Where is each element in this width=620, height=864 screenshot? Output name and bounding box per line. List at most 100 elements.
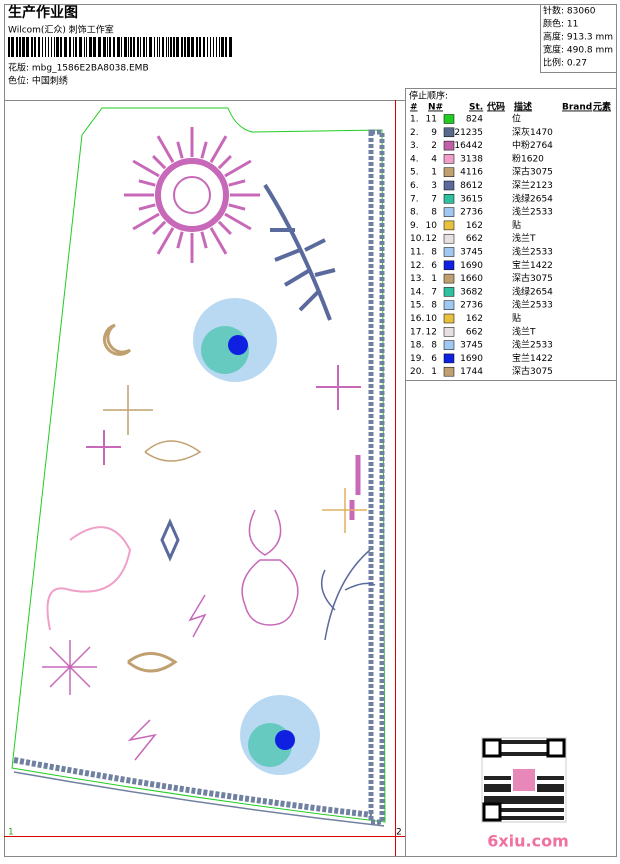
needle: 6: [431, 354, 437, 364]
qr-cell: [536, 752, 540, 756]
qr-cell: [536, 796, 540, 800]
sun-ray: [156, 227, 175, 255]
column-header: 描述: [514, 101, 532, 113]
row-number: 12.: [410, 261, 424, 271]
sun-ray: [228, 179, 246, 187]
qr-cell: [528, 752, 532, 756]
qr-cell: [516, 808, 520, 812]
watermark: 6xiu.com: [487, 832, 569, 851]
bar: [216, 37, 217, 57]
artwork: [4, 100, 405, 856]
row-number: 1.: [410, 115, 419, 125]
bar: [117, 37, 120, 57]
bar: [26, 37, 29, 57]
qr-cell: [532, 808, 536, 812]
qr-finder: [482, 802, 502, 822]
qr-cell: [560, 796, 564, 800]
qr-cell: [540, 808, 544, 812]
bar: [137, 37, 139, 57]
qr-cell: [544, 776, 548, 780]
row-number: 8.: [410, 208, 419, 218]
qr-cell: [540, 800, 544, 804]
description: 深灰1470: [512, 126, 553, 138]
qr-cell: [532, 740, 536, 744]
bar: [221, 37, 224, 57]
qr-cell: [496, 800, 500, 804]
qr-cell: [544, 784, 548, 788]
description: 深古3075: [512, 365, 553, 377]
color-swatch: [443, 366, 455, 377]
garment-outline: [11, 107, 386, 823]
qr-cell: [520, 800, 524, 804]
stitches: 162: [466, 221, 483, 231]
description: 浅绿2654: [512, 192, 553, 204]
bar: [157, 37, 158, 57]
qr-cell: [516, 740, 520, 744]
description: 粉1620: [512, 152, 544, 164]
needle: 3: [431, 181, 437, 191]
qr-cell: [500, 796, 504, 800]
info-line: 针数: 83060: [543, 5, 596, 17]
qr-cell: [560, 788, 564, 792]
qr-cell: [488, 788, 492, 792]
qr-cell: [500, 788, 504, 792]
qr-cell: [524, 752, 528, 756]
qr-cell: [500, 800, 504, 804]
needle: 8: [431, 341, 437, 351]
needle: 8: [431, 248, 437, 258]
qr-cell: [552, 800, 556, 804]
qr-cell: [508, 752, 512, 756]
bar: [75, 37, 77, 57]
qr-cell: [536, 800, 540, 804]
color-swatch: [443, 273, 455, 284]
bar: [130, 37, 132, 57]
sun-ray: [224, 212, 252, 231]
bar: [146, 37, 147, 57]
qr-cell: [512, 796, 516, 800]
column-header: #: [410, 103, 418, 113]
stitches: 3615: [460, 194, 483, 204]
color-swatch: [443, 220, 455, 231]
qr-cell: [488, 796, 492, 800]
bar: [22, 37, 25, 57]
qr-cell: [536, 784, 540, 788]
flower-motif: [193, 298, 320, 775]
row-number: 9.: [410, 221, 419, 231]
qr-cell: [520, 740, 524, 744]
bar: [121, 37, 122, 57]
bar: [34, 37, 36, 57]
needle: 10: [426, 221, 438, 231]
qr-cell: [496, 796, 500, 800]
qr-cell: [504, 776, 508, 780]
qr-cell: [556, 788, 560, 792]
qr-cell: [500, 816, 504, 820]
color-swatch: [443, 300, 455, 310]
needle: 1: [431, 168, 437, 178]
sun-ray: [209, 135, 228, 163]
stitches: 21235: [454, 128, 483, 138]
stitches: 3745: [460, 248, 483, 258]
bar: [16, 37, 18, 57]
stitches: 662: [466, 327, 483, 337]
row-number: 6.: [410, 181, 419, 191]
needle: 4: [431, 154, 437, 164]
qr-cell: [556, 796, 560, 800]
qr-cell: [516, 816, 520, 820]
qr-cell: [508, 800, 512, 804]
bar: [73, 37, 74, 57]
color-swatch: [443, 353, 455, 364]
qr-cell: [528, 740, 532, 744]
row-number: 7.: [410, 194, 419, 204]
bar: [170, 37, 172, 57]
stitches: 824: [466, 115, 483, 125]
description: 浅绿2654: [512, 285, 553, 297]
bar: [19, 37, 21, 57]
qr-cell: [508, 788, 512, 792]
qr-finder: [546, 738, 566, 758]
color-swatch: [443, 167, 455, 177]
color-swatch: [443, 194, 455, 204]
qr-cell: [500, 776, 504, 780]
stitches: 3745: [460, 341, 483, 351]
qr-cell: [556, 808, 560, 812]
needle: 6: [431, 261, 437, 271]
